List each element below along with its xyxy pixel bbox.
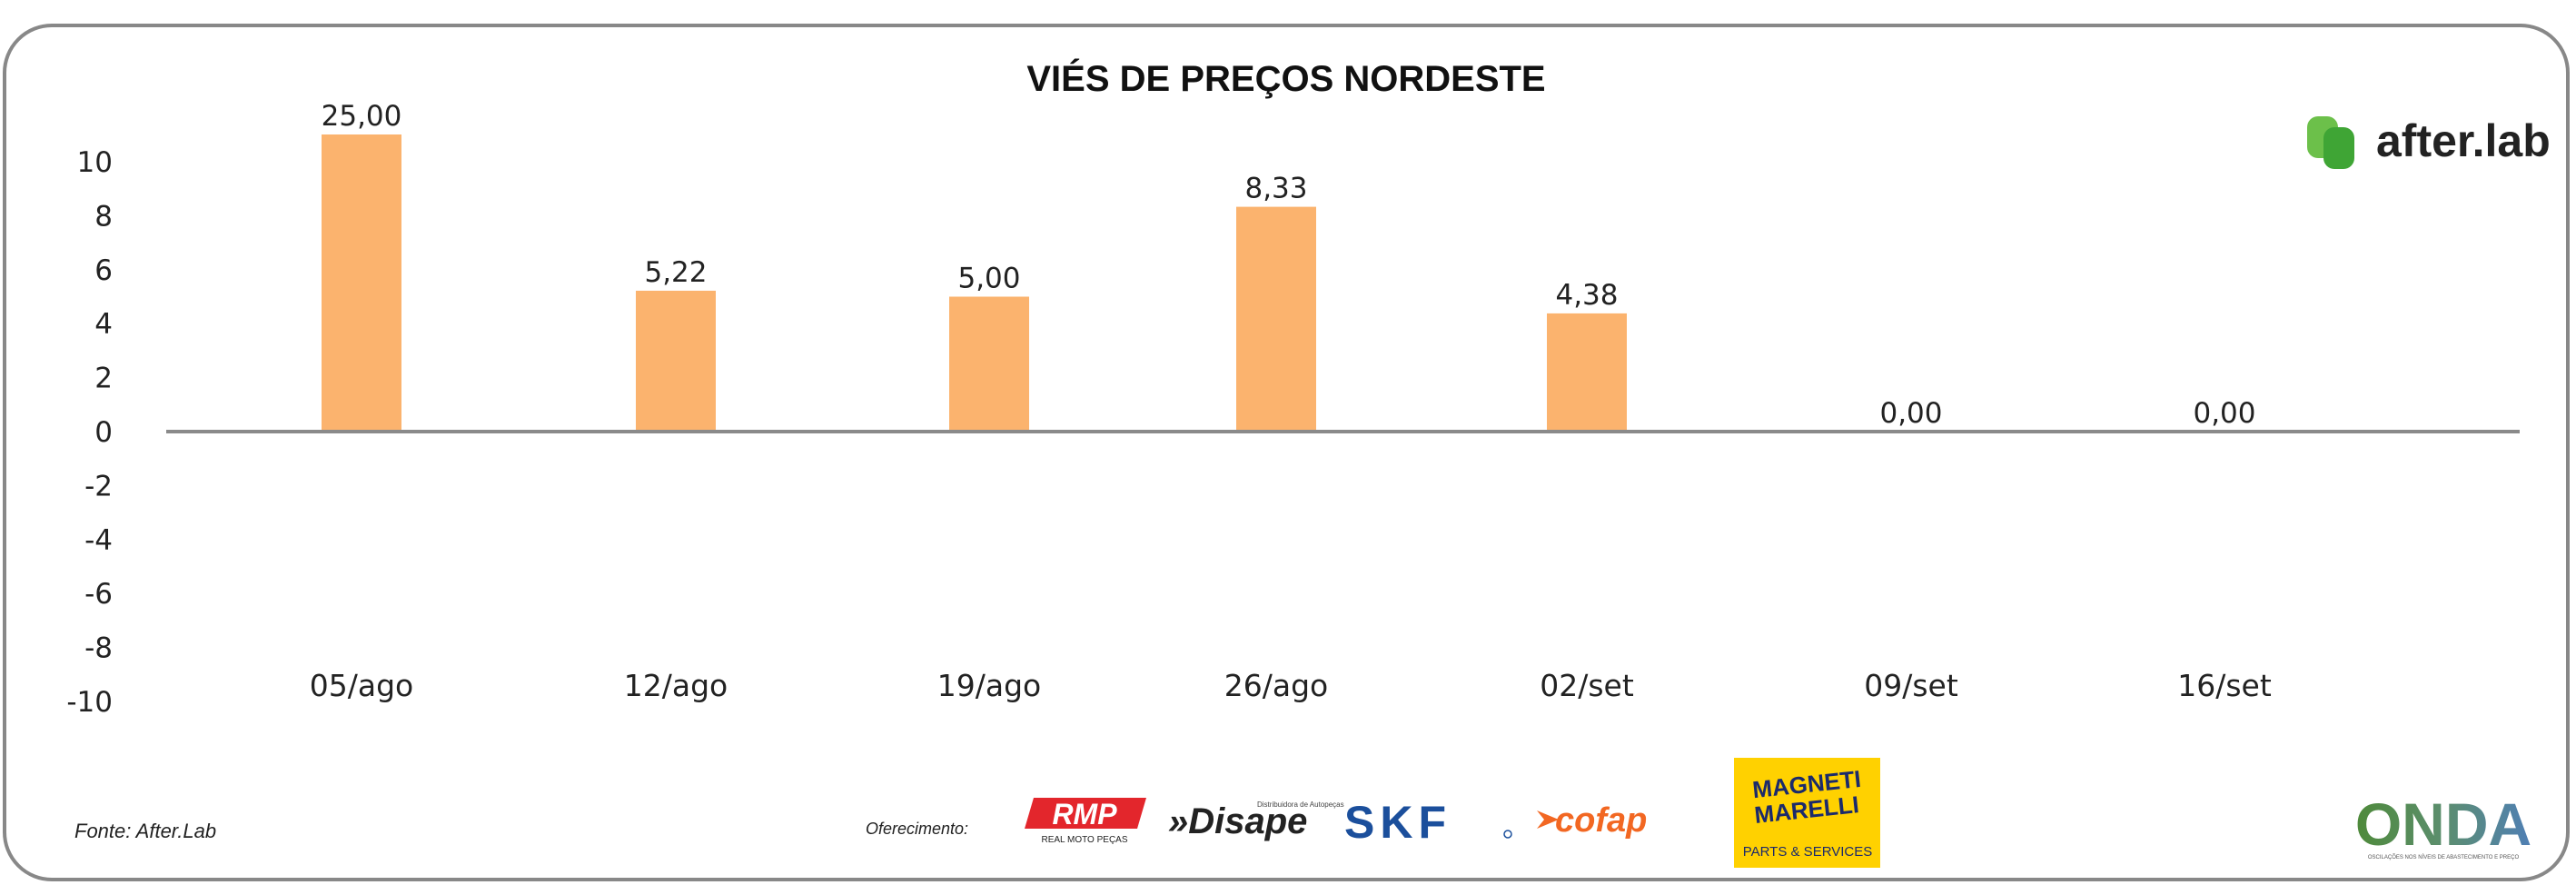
- bar-12-ago: [636, 290, 716, 432]
- afterlab-logo-text: after.lab: [2376, 115, 2551, 166]
- onda-logo: ONDA OSCILAÇÕES NOS NÍVEIS DE ABASTECIME…: [2355, 791, 2531, 860]
- magneti-logo-subtext: PARTS & SERVICES: [1743, 844, 1873, 860]
- cofap-logo: cofap: [1537, 801, 1647, 840]
- x-tick-label: 16/set: [2177, 668, 2272, 703]
- chart-frame: [3, 24, 2570, 881]
- y-tick-label: 4: [94, 308, 113, 341]
- data-label: 8,33: [1244, 173, 1307, 205]
- data-label: 4,38: [1555, 279, 1618, 312]
- y-tick-label: 0: [94, 416, 113, 449]
- x-tick-label: 09/set: [1864, 668, 1958, 703]
- cofap-logo-text: cofap: [1555, 801, 1647, 840]
- cofap-mark-icon: [1537, 810, 1559, 829]
- disape-logo-text: »Disape: [1168, 801, 1307, 841]
- rmp-logo: RMP REAL MOTO PEÇAS: [1025, 798, 1146, 845]
- data-label: 5,00: [957, 263, 1020, 295]
- bars: [322, 134, 1627, 432]
- chart-title: VIÉS DE PREÇOS NORDESTE: [1026, 58, 1545, 99]
- x-tick-label: 12/ago: [624, 668, 728, 703]
- y-tick-label: 8: [94, 200, 113, 233]
- onda-logo-subtext: OSCILAÇÕES NOS NÍVEIS DE ABASTECIMENTO E…: [2368, 854, 2520, 860]
- x-tick-label: 05/ago: [310, 668, 413, 703]
- bar-26-ago: [1236, 206, 1316, 432]
- rmp-logo-subtext: REAL MOTO PEÇAS: [1041, 835, 1127, 845]
- disape-logo: Distribuidora de Autopeças »Disape: [1168, 800, 1344, 841]
- magneti-marelli-logo: MAGNETI MARELLI PARTS & SERVICES: [1734, 758, 1880, 868]
- skf-logo: SKF: [1344, 797, 1512, 848]
- x-axis: 05/ago 12/ago 19/ago 26/ago 02/set 09/set 16/s…: [310, 668, 2272, 703]
- afterlab-logo-icon: [2307, 116, 2354, 169]
- bar-05-ago: [322, 134, 401, 432]
- y-tick-label: 6: [94, 254, 113, 287]
- onda-logo-text: ONDA: [2355, 791, 2531, 858]
- y-tick-label: -6: [84, 578, 113, 611]
- y-tick-label: 2: [94, 363, 113, 395]
- bar-19-ago: [949, 296, 1029, 432]
- data-label: 25,00: [322, 100, 402, 133]
- source-note: Fonte: After.Lab: [74, 820, 216, 842]
- skf-logo-text: SKF: [1344, 797, 1451, 848]
- y-tick-label: -4: [84, 524, 113, 557]
- y-tick-label: -8: [84, 632, 113, 665]
- data-label: 0,00: [2193, 397, 2255, 430]
- y-tick-label: -10: [66, 686, 113, 719]
- x-tick-label: 02/set: [1540, 668, 1634, 703]
- afterlab-logo: after.lab: [2307, 115, 2551, 169]
- y-tick-label: 10: [77, 146, 113, 179]
- x-tick-label: 26/ago: [1224, 668, 1328, 703]
- data-label: 0,00: [1879, 397, 1942, 430]
- y-tick-label: -2: [84, 470, 113, 502]
- data-label: 5,22: [644, 256, 707, 289]
- data-labels: 25,00 5,22 5,00 8,33 4,38 0,00 0,00: [322, 100, 2256, 430]
- rmp-logo-text: RMP: [1052, 798, 1117, 830]
- y-axis: 10 8 6 4 2 0 -2 -4 -6 -8 -10: [66, 146, 113, 719]
- sponsor-label: Oferecimento:: [866, 820, 968, 838]
- bar-02-set: [1547, 313, 1627, 432]
- disape-logo-subtext: Distribuidora de Autopeças: [1257, 800, 1344, 809]
- x-tick-label: 19/ago: [937, 668, 1041, 703]
